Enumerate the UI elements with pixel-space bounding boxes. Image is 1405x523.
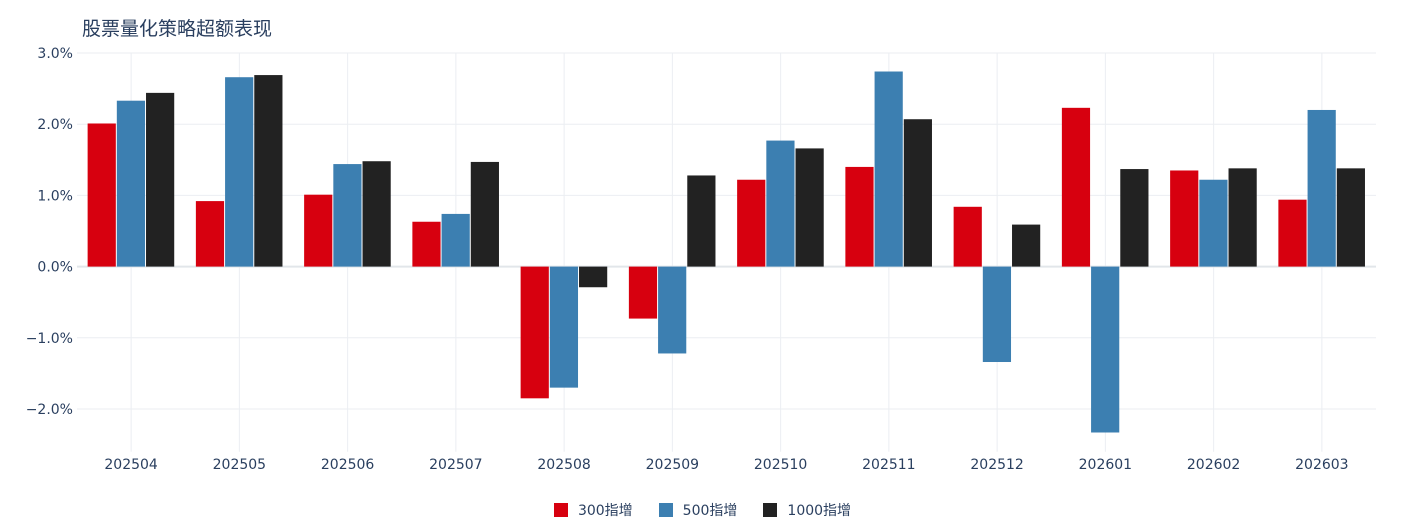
bar-300指增-202508[interactable]: [520, 266, 549, 399]
legend: 300指增 500指增 1000指增: [0, 500, 1405, 520]
x-tick-label: 202603: [1295, 457, 1348, 473]
chart-title: 股票量化策略超额表现: [82, 18, 273, 40]
bar-1000指增-202603[interactable]: [1336, 168, 1365, 267]
bar-300指增-202504[interactable]: [87, 123, 116, 267]
legend-label-500: 500指增: [682, 503, 738, 519]
bar-500指增-202508[interactable]: [549, 266, 579, 388]
label-layer: 3.0% 2.0% 1.0% 0.0% −1.0% −2.0% 202504 202505 20…: [26, 46, 1349, 473]
bar-300指增-202507[interactable]: [412, 221, 441, 267]
legend-swatch-300: [553, 503, 568, 517]
bar-500指增-202504[interactable]: [116, 100, 146, 267]
bar-500指增-202506[interactable]: [333, 164, 362, 267]
bar-500指增-202601[interactable]: [1091, 266, 1120, 433]
bar-300指增-202505[interactable]: [195, 201, 225, 267]
bar-300指增-202602[interactable]: [1170, 170, 1199, 267]
bar-1000指增-202511[interactable]: [903, 119, 932, 267]
legend-swatch-1000: [763, 503, 778, 517]
x-tick-label: 202507: [429, 457, 482, 473]
bar-500指增-202509[interactable]: [658, 266, 687, 354]
x-tick-label: 202511: [862, 457, 915, 473]
bar-500指增-202603[interactable]: [1307, 109, 1336, 267]
bar-1000指增-202510[interactable]: [795, 148, 824, 267]
bar-300指增-202603[interactable]: [1278, 199, 1307, 267]
y-tick-label: −2.0%: [26, 402, 73, 418]
bar-500指增-202507[interactable]: [441, 213, 470, 267]
y-tick-label: −1.0%: [26, 331, 73, 347]
bar-1000指增-202601[interactable]: [1120, 169, 1149, 267]
x-tick-label: 202602: [1187, 457, 1240, 473]
bar-chart: 3.0% 2.0% 1.0% 0.0% −1.0% −2.0% 202504 202505 20…: [26, 46, 1376, 473]
legend-label-1000: 1000指增: [787, 503, 852, 519]
bar-500指增-202512[interactable]: [982, 266, 1012, 363]
bar-1000指增-202512[interactable]: [1012, 224, 1041, 267]
bar-1000指增-202602[interactable]: [1228, 168, 1257, 267]
bar-500指增-202510[interactable]: [766, 140, 795, 267]
bar-300指增-202509[interactable]: [628, 266, 658, 319]
legend-item-1000[interactable]: 1000指增: [763, 500, 851, 520]
y-tick-label: 3.0%: [37, 46, 73, 62]
x-tick-label: 202508: [537, 457, 590, 473]
bar-300指增-202512[interactable]: [953, 206, 982, 267]
legend-swatch-500: [658, 503, 673, 517]
x-tick-label: 202504: [104, 457, 158, 473]
y-tick-label: 0.0%: [37, 260, 73, 276]
bar-1000指增-202504[interactable]: [146, 92, 175, 267]
x-tick-label: 202510: [754, 457, 807, 473]
legend-label-300: 300指增: [577, 503, 633, 519]
legend-item-500[interactable]: 500指增: [658, 500, 738, 520]
y-tick-label: 2.0%: [37, 117, 73, 133]
x-tick-label: 202512: [970, 457, 1023, 473]
x-tick-label: 202509: [646, 457, 699, 473]
bar-1000指增-202509[interactable]: [687, 175, 716, 267]
bar-1000指增-202506[interactable]: [362, 161, 391, 267]
y-tick-label: 1.0%: [37, 188, 73, 204]
bar-300指增-202506[interactable]: [304, 194, 333, 267]
bar-500指增-202505[interactable]: [225, 77, 254, 267]
x-tick-label: 202506: [321, 457, 375, 473]
legend-item-300[interactable]: 300指增: [553, 500, 633, 520]
bar-layer: [87, 71, 1365, 433]
bar-300指增-202601[interactable]: [1061, 107, 1091, 267]
bar-500指增-202602[interactable]: [1199, 179, 1228, 267]
bar-300指增-202510[interactable]: [737, 179, 766, 267]
bar-1000指增-202507[interactable]: [470, 161, 499, 267]
bar-300指增-202511[interactable]: [845, 166, 874, 267]
bar-500指增-202511[interactable]: [874, 71, 903, 267]
x-tick-label: 202601: [1079, 457, 1132, 473]
x-tick-label: 202505: [213, 457, 266, 473]
bar-1000指增-202505[interactable]: [254, 75, 283, 267]
bar-1000指增-202508[interactable]: [579, 266, 608, 288]
